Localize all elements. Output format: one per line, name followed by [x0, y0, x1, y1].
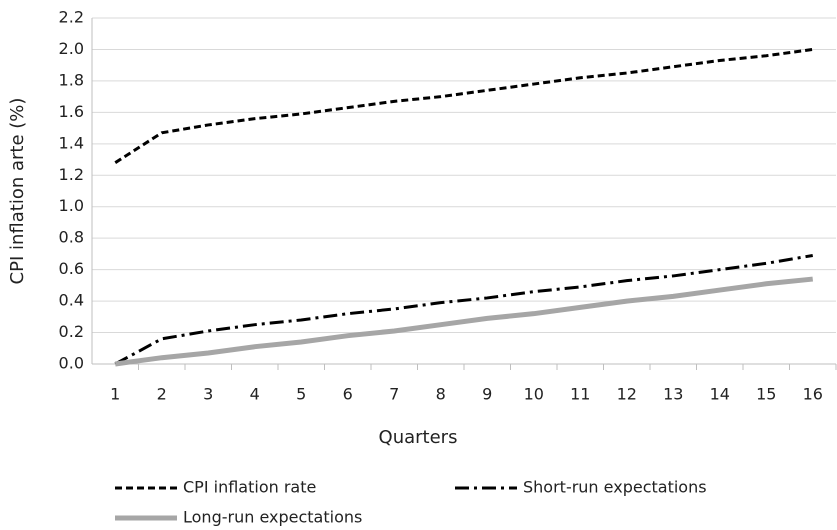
x-tick-label: 8 — [436, 385, 446, 404]
y-tick-label: 0.2 — [59, 322, 84, 341]
x-axis-title: Quarters — [379, 427, 458, 448]
series-line — [114, 254, 814, 366]
x-tick-label: 10 — [524, 385, 544, 404]
legend-label: Long-run expectations — [183, 508, 362, 527]
x-tick-label: 5 — [296, 385, 306, 404]
x-tick-label: 2 — [157, 385, 167, 404]
x-tick-label: 11 — [570, 385, 590, 404]
y-axis-title: CPI inflation arte (%) — [7, 98, 28, 285]
y-tick-label: 2.0 — [59, 39, 84, 58]
x-tick-label: 16 — [803, 385, 823, 404]
x-tick-label: 14 — [710, 385, 730, 404]
x-tick-label: 12 — [617, 385, 637, 404]
x-tick-label: 13 — [663, 385, 683, 404]
x-tick-label: 6 — [343, 385, 353, 404]
x-tick-label: 1 — [110, 385, 120, 404]
y-tick-label: 2.2 — [59, 8, 84, 27]
x-tick-label: 15 — [756, 385, 776, 404]
y-tick-label: 0.8 — [59, 228, 84, 247]
y-tick-label: 1.0 — [59, 196, 84, 215]
y-tick-label: 1.2 — [59, 165, 84, 184]
x-tick-label: 4 — [250, 385, 260, 404]
x-tick-label: 3 — [203, 385, 213, 404]
y-tick-label: 0.4 — [59, 291, 84, 310]
y-tick-label: 1.8 — [59, 70, 84, 89]
legend-label: Short-run expectations — [523, 478, 707, 497]
legend-label: CPI inflation rate — [183, 478, 316, 497]
x-tick-label: 7 — [389, 385, 399, 404]
y-tick-label: 1.4 — [59, 133, 84, 152]
series-line — [114, 47, 813, 164]
y-tick-label: 0.0 — [59, 354, 84, 373]
y-tick-label: 0.6 — [59, 259, 84, 278]
series-line — [114, 276, 814, 367]
x-tick-label: 9 — [482, 385, 492, 404]
y-tick-label: 1.6 — [59, 102, 84, 121]
